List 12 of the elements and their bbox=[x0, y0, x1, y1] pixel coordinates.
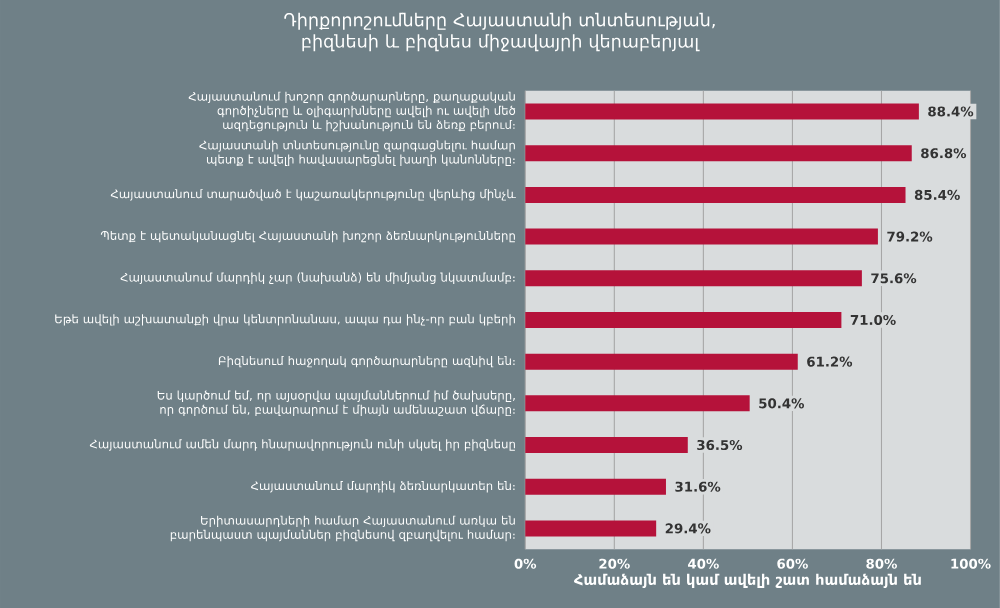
bar bbox=[525, 311, 842, 328]
chart-title: Դիրքորոշումները Հայաստանի տնտեսության, բիզնեսի և բիզնես միջավայրի վերաբերյալ bbox=[284, 12, 715, 52]
bar bbox=[525, 353, 798, 370]
bar bbox=[525, 395, 750, 412]
bar bbox=[525, 145, 912, 162]
bar bbox=[525, 478, 666, 495]
bar bbox=[525, 520, 657, 537]
bar bbox=[525, 103, 919, 120]
bar bbox=[525, 228, 878, 245]
bar bbox=[525, 270, 862, 287]
bar bbox=[525, 437, 688, 454]
bar bbox=[525, 186, 906, 203]
